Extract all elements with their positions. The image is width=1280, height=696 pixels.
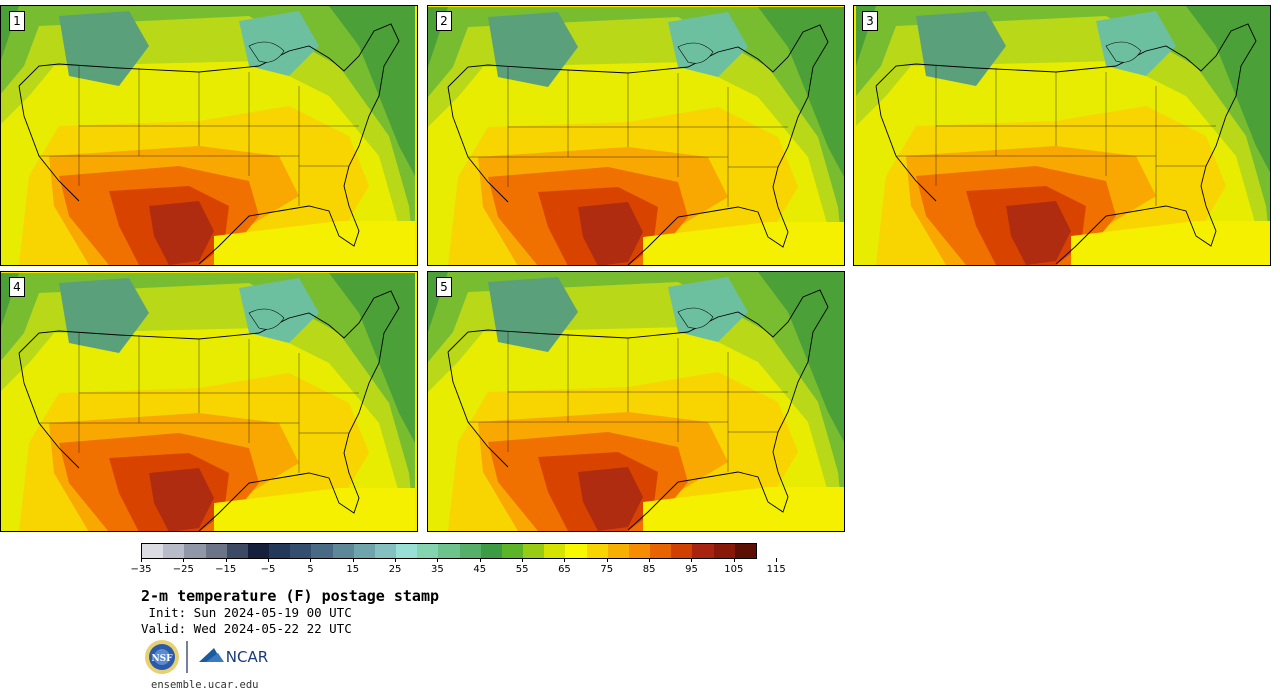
- member-number: 4: [9, 277, 25, 297]
- colorbar-tick: [479, 558, 481, 562]
- colorbar-segment: [311, 544, 333, 558]
- member-number: 2: [436, 11, 452, 31]
- colorbar-segment: [290, 544, 312, 558]
- colorbar-tick-label: −25: [172, 564, 194, 575]
- colorbar-tick: [310, 558, 312, 562]
- temperature-map: [1, 273, 415, 531]
- colorbar-segment: [417, 544, 439, 558]
- colorbar-tick-label: 55: [515, 564, 529, 575]
- colorbar-segment: [523, 544, 545, 558]
- colorbar-segment: [269, 544, 291, 558]
- member-panel-3: 3: [853, 5, 1271, 266]
- colorbar-segment: [438, 544, 460, 558]
- colorbar-tick: [225, 558, 227, 562]
- colorbar-segment: [459, 544, 481, 558]
- colorbar-tick-label: 75: [600, 564, 614, 575]
- colorbar-segment: [184, 544, 206, 558]
- colorbar-tick-label: 115: [766, 564, 786, 575]
- temperature-map: [428, 272, 844, 531]
- colorbar-tick-label: −15: [215, 564, 237, 575]
- ncar-logo-icon: NCAR: [199, 648, 268, 666]
- colorbar-tick: [183, 558, 185, 562]
- init-time: Init: Sun 2024-05-19 00 UTC: [141, 605, 352, 620]
- valid-time: Valid: Wed 2024-05-22 22 UTC: [141, 621, 352, 636]
- colorbar-segment: [713, 544, 735, 558]
- colorbar-tick-label: 35: [431, 564, 444, 575]
- colorbar-segment: [226, 544, 248, 558]
- colorbar-segment: [544, 544, 566, 558]
- member-panel-5: 5: [427, 271, 845, 532]
- colorbar-tick-label: 25: [388, 564, 402, 575]
- member-number: 1: [9, 11, 25, 31]
- nsf-logo-icon: NSF: [145, 640, 179, 674]
- logo-row: NSF NCAR: [144, 638, 276, 676]
- colorbar-segment: [480, 544, 502, 558]
- member-panel-1: 1: [0, 5, 418, 266]
- colorbar-segment: [332, 544, 354, 558]
- colorbar-tick-label: −5: [260, 564, 276, 575]
- colorbar-tick: [141, 558, 142, 562]
- member-number: 5: [436, 277, 452, 297]
- colorbar-segment: [734, 544, 756, 558]
- website-url: ensemble.ucar.edu: [151, 679, 259, 691]
- colorbar-segment: [163, 544, 185, 558]
- colorbar-tick: [733, 558, 735, 562]
- colorbar-tick-label: 105: [724, 564, 744, 575]
- temperature-colorbar: [141, 543, 757, 559]
- temperature-map: [856, 6, 1270, 265]
- colorbar-tick: [395, 558, 397, 562]
- member-panel-2: 2: [427, 5, 845, 266]
- colorbar-tick-label: 5: [307, 564, 314, 575]
- colorbar-ticks: −35 −25 −15 −5 5 15 25 35 45 55 65 75 85 95 105 115: [130, 558, 786, 580]
- colorbar-tick: [691, 558, 693, 562]
- plot-title: 2-m temperature (F) postage stamp: [141, 587, 440, 605]
- colorbar-tick: [649, 558, 651, 562]
- colorbar-tick: [606, 558, 608, 562]
- colorbar-tick-label: 95: [685, 564, 698, 575]
- member-panel-4: 4: [0, 271, 418, 532]
- temperature-map: [428, 7, 844, 265]
- colorbar-segment: [565, 544, 587, 558]
- colorbar-segment: [692, 544, 714, 558]
- colorbar-segment: [586, 544, 608, 558]
- colorbar-segment: [142, 544, 164, 558]
- colorbar-tick-label: 45: [473, 564, 487, 575]
- colorbar-tick: [522, 558, 524, 562]
- colorbar-tick: [564, 558, 566, 562]
- colorbar-tick-label: 15: [346, 564, 360, 575]
- colorbar-segment: [628, 544, 651, 558]
- colorbar-segment: [501, 544, 524, 558]
- colorbar-segment: [396, 544, 418, 558]
- colorbar-tick: [268, 558, 270, 562]
- colorbar-tick-label: 85: [642, 564, 656, 575]
- colorbar-tick: [437, 558, 439, 562]
- colorbar-segment: [650, 544, 672, 558]
- member-number: 3: [862, 11, 878, 31]
- svg-text:NCAR: NCAR: [226, 648, 268, 666]
- colorbar-tick: [352, 558, 354, 562]
- svg-text:NSF: NSF: [151, 654, 173, 664]
- colorbar-segment: [353, 544, 375, 558]
- colorbar-tick: [776, 558, 778, 562]
- colorbar-segment: [671, 544, 693, 558]
- colorbar-segment: [247, 544, 270, 558]
- colorbar-tick-label: −35: [130, 564, 152, 575]
- temperature-map: [1, 6, 415, 265]
- colorbar-segment: [607, 544, 629, 558]
- colorbar-segment: [374, 544, 397, 558]
- colorbar-tick-label: 65: [558, 564, 571, 575]
- colorbar-segment: [205, 544, 227, 558]
